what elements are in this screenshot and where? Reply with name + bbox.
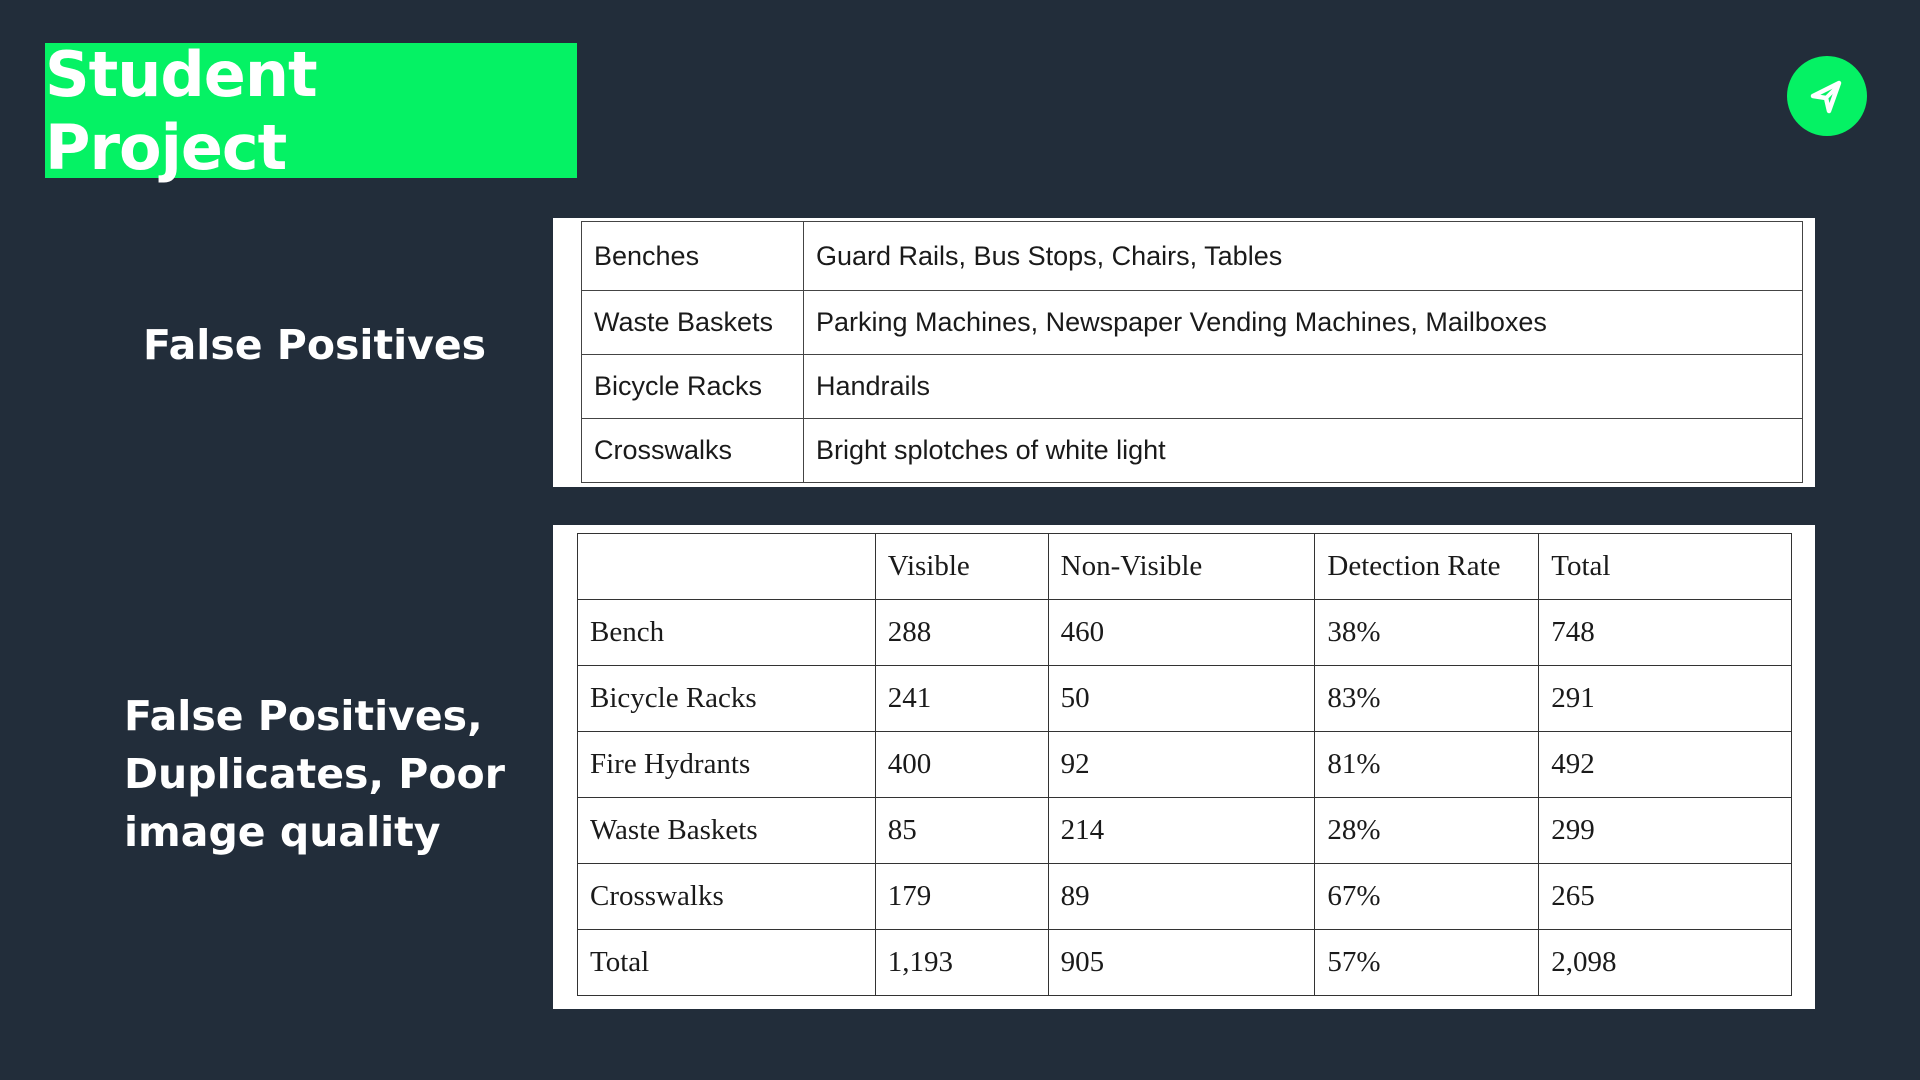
slide-title-box: Student Project (45, 38, 577, 184)
table-row: Fire Hydrants 400 92 81% 492 (577, 731, 1792, 798)
table-row: Benches Guard Rails, Bus Stops, Chairs, … (581, 221, 1803, 291)
table-cell: 57% (1314, 929, 1540, 996)
table-cell: Waste Baskets (581, 290, 804, 355)
table-cell: Crosswalks (581, 418, 804, 483)
table-cell: 89 (1047, 863, 1316, 930)
table-header-cell: Non-Visible (1047, 533, 1316, 600)
table-row: Total 1,193 905 57% 2,098 (577, 929, 1792, 996)
table-cell: 291 (1538, 665, 1792, 732)
table-cell: Crosswalks (577, 863, 876, 930)
table-row: Crosswalks 179 89 67% 265 (577, 863, 1792, 930)
table-row: Bicycle Racks Handrails (581, 354, 1803, 419)
table-cell: 28% (1314, 797, 1540, 864)
table-cell: 400 (874, 731, 1049, 798)
false-positives-label: False Positives (143, 321, 487, 369)
paper-plane-arrow-icon (1810, 80, 1842, 114)
table-cell: 179 (874, 863, 1049, 930)
table-cell: Parking Machines, Newspaper Vending Mach… (803, 290, 1803, 355)
table-row: Bench 288 460 38% 748 (577, 599, 1792, 666)
detection-table: Visible Non-Visible Detection Rate Total… (577, 533, 1792, 996)
table-cell: 214 (1047, 797, 1316, 864)
table-row: Waste Baskets 85 214 28% 299 (577, 797, 1792, 864)
table-cell: 299 (1538, 797, 1792, 864)
table-cell: 83% (1314, 665, 1540, 732)
table-cell: 85 (874, 797, 1049, 864)
table-cell: 92 (1047, 731, 1316, 798)
table-cell: 905 (1047, 929, 1316, 996)
table-header-cell: Total (1538, 533, 1792, 600)
table-cell: 241 (874, 665, 1049, 732)
table-cell: Bench (577, 599, 876, 666)
logo (1787, 56, 1867, 136)
false-positive-table: Benches Guard Rails, Bus Stops, Chairs, … (581, 221, 1803, 483)
table-cell: 2,098 (1538, 929, 1792, 996)
slide-title: Student Project (45, 37, 318, 184)
issues-label: False Positives, Duplicates, Poor image … (124, 692, 505, 856)
table-cell: 1,193 (874, 929, 1049, 996)
table-cell: 67% (1314, 863, 1540, 930)
table-cell: Bright splotches of white light (803, 418, 1803, 483)
table-cell: 81% (1314, 731, 1540, 798)
table-cell: 492 (1538, 731, 1792, 798)
table-header-row: Visible Non-Visible Detection Rate Total (577, 533, 1792, 600)
table-row: Bicycle Racks 241 50 83% 291 (577, 665, 1792, 732)
table-cell: 748 (1538, 599, 1792, 666)
table-cell: 38% (1314, 599, 1540, 666)
table-row: Crosswalks Bright splotches of white lig… (581, 418, 1803, 483)
table-header-cell (577, 533, 876, 600)
detection-table-panel: Visible Non-Visible Detection Rate Total… (553, 525, 1815, 1009)
table-row: Waste Baskets Parking Machines, Newspape… (581, 290, 1803, 355)
table-cell: Fire Hydrants (577, 731, 876, 798)
table-cell: 460 (1047, 599, 1316, 666)
table-cell: Waste Baskets (577, 797, 876, 864)
table-cell: 288 (874, 599, 1049, 666)
table-cell: Total (577, 929, 876, 996)
table-cell: Benches (581, 221, 804, 291)
table-cell: Guard Rails, Bus Stops, Chairs, Tables (803, 221, 1803, 291)
table-cell: Bicycle Racks (577, 665, 876, 732)
table-header-cell: Detection Rate (1314, 533, 1540, 600)
table-cell: Bicycle Racks (581, 354, 804, 419)
false-positive-table-panel: Benches Guard Rails, Bus Stops, Chairs, … (553, 218, 1815, 487)
table-cell: 265 (1538, 863, 1792, 930)
table-cell: 50 (1047, 665, 1316, 732)
table-cell: Handrails (803, 354, 1803, 419)
table-header-cell: Visible (874, 533, 1049, 600)
